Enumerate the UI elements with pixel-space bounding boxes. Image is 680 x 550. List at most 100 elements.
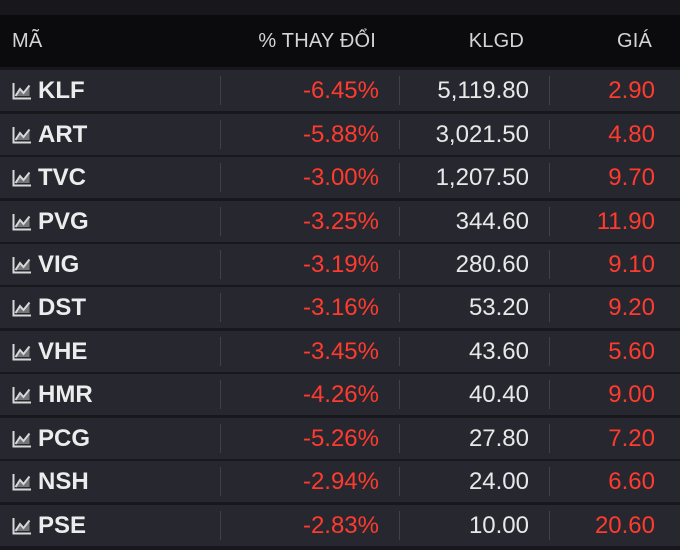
symbol-cell[interactable]: TVC xyxy=(12,157,212,198)
column-divider xyxy=(399,467,400,496)
price-cell: 9.10 xyxy=(608,251,655,278)
table-row[interactable]: PSE -2.83% 10.00 20.60 xyxy=(0,505,680,546)
column-header-symbol[interactable]: MÃ xyxy=(12,30,43,52)
column-divider xyxy=(399,76,400,105)
column-divider xyxy=(220,467,221,496)
change-cell: -3.45% xyxy=(302,338,379,365)
chart-icon xyxy=(12,386,31,403)
price-cell: 4.80 xyxy=(608,121,655,148)
table-row[interactable]: HMR -4.26% 40.40 9.00 xyxy=(0,374,680,415)
volume-cell: 280.60 xyxy=(455,251,529,278)
column-divider xyxy=(549,380,550,409)
symbol-cell[interactable]: PCG xyxy=(12,418,212,459)
price-cell: 9.20 xyxy=(608,294,655,321)
volume-cell: 344.60 xyxy=(455,208,529,235)
column-divider xyxy=(220,120,221,149)
column-divider xyxy=(399,337,400,366)
table-row[interactable]: ART -5.88% 3,021.50 4.80 xyxy=(0,114,680,155)
chart-icon xyxy=(12,82,31,99)
change-cell: -3.00% xyxy=(302,164,379,191)
volume-cell: 10.00 xyxy=(468,512,529,539)
change-cell: -3.16% xyxy=(302,294,379,321)
column-divider xyxy=(549,250,550,279)
table-row[interactable]: DST -3.16% 53.20 9.20 xyxy=(0,287,680,328)
symbol-cell[interactable]: NSH xyxy=(12,461,212,502)
symbol-label: ART xyxy=(38,120,88,148)
symbol-cell[interactable]: PSE xyxy=(12,505,212,546)
volume-cell: 3,021.50 xyxy=(435,121,529,148)
chart-icon xyxy=(12,299,31,316)
column-divider xyxy=(549,337,550,366)
column-divider xyxy=(220,293,221,322)
column-divider xyxy=(399,424,400,453)
chart-icon xyxy=(12,430,31,447)
symbol-label: VIG xyxy=(38,250,80,278)
symbol-cell[interactable]: DST xyxy=(12,287,212,328)
chart-icon xyxy=(12,517,31,534)
column-divider xyxy=(399,207,400,236)
column-header-price[interactable]: GIÁ xyxy=(616,30,652,52)
table-row[interactable]: VIG -3.19% 280.60 9.10 xyxy=(0,244,680,285)
column-divider xyxy=(399,380,400,409)
column-divider xyxy=(220,207,221,236)
price-cell: 11.90 xyxy=(596,208,655,235)
symbol-label: VHE xyxy=(38,337,88,365)
chart-icon xyxy=(12,256,31,273)
price-cell: 20.60 xyxy=(594,512,655,539)
column-divider xyxy=(549,120,550,149)
column-divider xyxy=(549,293,550,322)
chart-icon xyxy=(12,343,31,360)
column-divider xyxy=(549,207,550,236)
symbol-label: KLF xyxy=(38,76,85,104)
chart-icon xyxy=(12,126,31,143)
volume-cell: 27.80 xyxy=(468,425,529,452)
change-cell: -6.45% xyxy=(302,77,379,104)
change-cell: -4.26% xyxy=(302,381,379,408)
column-divider xyxy=(220,337,221,366)
symbol-cell[interactable]: ART xyxy=(12,114,212,155)
price-cell: 9.00 xyxy=(608,381,655,408)
column-divider xyxy=(399,163,400,192)
change-cell: -3.19% xyxy=(302,251,379,278)
column-divider xyxy=(399,120,400,149)
table-row[interactable]: PCG -5.26% 27.80 7.20 xyxy=(0,418,680,459)
symbol-cell[interactable]: KLF xyxy=(12,70,212,111)
chart-icon xyxy=(12,213,31,230)
column-header-change[interactable]: % THAY ĐỔI xyxy=(258,30,376,52)
table-row[interactable]: TVC -3.00% 1,207.50 9.70 xyxy=(0,157,680,198)
chart-icon xyxy=(12,169,31,186)
symbol-cell[interactable]: HMR xyxy=(12,374,212,415)
column-divider xyxy=(549,511,550,540)
change-cell: -5.88% xyxy=(302,121,379,148)
symbol-label: DST xyxy=(38,293,86,321)
column-divider xyxy=(399,293,400,322)
symbol-label: HMR xyxy=(38,380,93,408)
table-row[interactable]: VHE -3.45% 43.60 5.60 xyxy=(0,331,680,372)
symbol-cell[interactable]: VIG xyxy=(12,244,212,285)
column-divider xyxy=(549,76,550,105)
chart-icon xyxy=(12,473,31,490)
symbol-cell[interactable]: PVG xyxy=(12,201,212,242)
symbol-cell[interactable]: VHE xyxy=(12,331,212,372)
table-row[interactable]: NSH -2.94% 24.00 6.60 xyxy=(0,461,680,502)
column-divider xyxy=(549,163,550,192)
volume-cell: 24.00 xyxy=(468,468,529,495)
symbol-label: PSE xyxy=(38,511,87,539)
change-cell: -5.26% xyxy=(302,425,379,452)
change-cell: -2.94% xyxy=(302,468,379,495)
volume-cell: 53.20 xyxy=(468,294,529,321)
symbol-label: PCG xyxy=(38,424,91,452)
price-cell: 2.90 xyxy=(608,77,655,104)
column-divider xyxy=(549,424,550,453)
column-divider xyxy=(399,511,400,540)
column-divider xyxy=(220,76,221,105)
column-header-volume[interactable]: KLGD xyxy=(468,30,524,52)
table-row[interactable]: PVG -3.25% 344.60 11.90 xyxy=(0,201,680,242)
table-row[interactable]: KLF -6.45% 5,119.80 2.90 xyxy=(0,70,680,111)
symbol-label: PVG xyxy=(38,207,89,235)
symbol-label: NSH xyxy=(38,467,89,495)
symbol-label: TVC xyxy=(38,163,86,191)
column-divider xyxy=(220,380,221,409)
column-divider xyxy=(220,511,221,540)
